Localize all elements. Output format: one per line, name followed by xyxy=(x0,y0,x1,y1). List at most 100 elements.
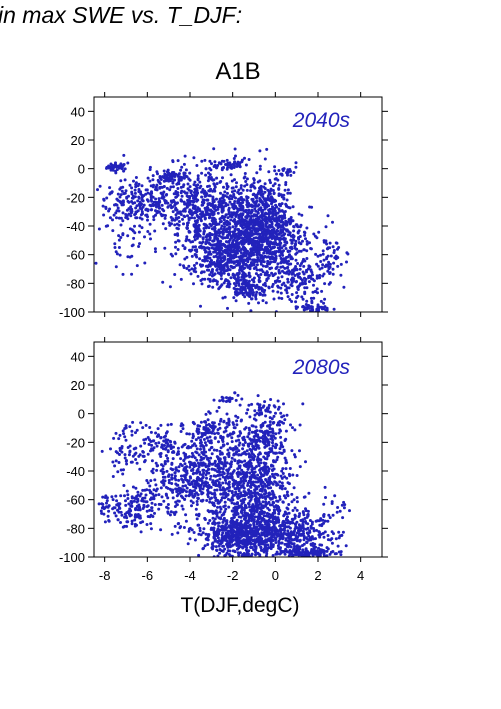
data-point xyxy=(256,192,260,196)
data-point xyxy=(205,259,209,263)
data-point xyxy=(240,397,244,401)
data-point xyxy=(168,188,172,192)
data-point xyxy=(270,285,274,289)
data-point xyxy=(225,487,229,490)
data-point xyxy=(111,218,114,222)
data-point xyxy=(266,454,270,458)
data-point xyxy=(268,192,272,196)
data-point xyxy=(221,444,225,448)
data-point xyxy=(271,189,275,192)
data-point xyxy=(259,255,263,259)
data-point xyxy=(302,248,306,252)
data-point xyxy=(225,184,229,188)
data-point xyxy=(182,451,186,455)
data-point xyxy=(120,513,124,517)
data-point xyxy=(321,249,325,253)
data-point xyxy=(230,179,234,183)
data-point xyxy=(189,272,193,276)
data-point xyxy=(223,255,227,258)
data-point xyxy=(207,226,211,230)
data-point xyxy=(275,243,279,247)
data-point xyxy=(227,221,231,225)
data-point xyxy=(175,217,179,221)
data-point xyxy=(226,476,230,480)
data-point xyxy=(247,495,251,499)
data-point xyxy=(204,450,208,454)
data-point xyxy=(158,186,162,189)
data-point xyxy=(153,247,157,251)
data-point xyxy=(257,247,260,251)
data-point xyxy=(159,486,163,490)
data-point xyxy=(255,283,259,287)
data-point xyxy=(262,260,266,264)
data-point xyxy=(239,186,243,190)
data-point xyxy=(324,264,328,268)
data-point xyxy=(181,244,185,248)
data-point xyxy=(144,192,148,196)
data-point xyxy=(204,235,208,239)
data-point xyxy=(124,216,128,219)
data-point xyxy=(279,411,283,415)
data-point xyxy=(185,486,189,490)
data-point xyxy=(210,496,213,500)
data-point xyxy=(266,255,270,259)
data-point xyxy=(116,192,120,196)
data-point xyxy=(113,203,116,207)
data-point xyxy=(275,222,279,226)
data-point xyxy=(126,161,130,165)
data-point xyxy=(113,511,117,515)
data-point xyxy=(173,505,177,508)
data-point xyxy=(257,301,260,305)
data-point xyxy=(305,249,309,253)
data-point xyxy=(202,270,206,274)
data-point xyxy=(129,205,133,209)
data-point xyxy=(204,167,208,171)
data-point xyxy=(162,499,166,503)
data-point xyxy=(159,528,163,532)
data-point xyxy=(216,474,220,477)
data-point xyxy=(133,191,137,195)
data-point xyxy=(166,503,170,506)
data-point xyxy=(127,453,131,457)
data-point xyxy=(248,492,251,496)
data-point xyxy=(215,484,219,488)
data-point xyxy=(140,217,144,221)
data-point xyxy=(336,256,340,260)
data-point xyxy=(181,484,185,488)
data-point xyxy=(114,431,118,435)
data-point xyxy=(159,423,163,427)
data-point xyxy=(192,268,196,272)
data-point xyxy=(290,293,294,296)
data-point xyxy=(280,234,284,238)
data-point xyxy=(218,217,222,221)
data-point xyxy=(219,227,223,230)
data-point xyxy=(204,240,208,244)
data-point xyxy=(252,185,256,189)
data-point xyxy=(168,285,172,289)
data-point xyxy=(141,212,144,216)
data-point xyxy=(145,523,149,526)
data-point xyxy=(196,215,200,219)
data-point xyxy=(185,490,188,494)
data-point xyxy=(219,191,222,195)
data-point xyxy=(273,207,277,210)
data-point xyxy=(162,190,166,194)
data-point xyxy=(174,245,177,249)
data-point xyxy=(213,160,217,164)
data-point xyxy=(192,199,196,203)
data-point xyxy=(259,262,263,266)
data-point xyxy=(135,428,139,432)
data-point xyxy=(289,219,293,223)
data-point xyxy=(152,218,156,222)
data-point xyxy=(217,287,221,291)
data-point xyxy=(142,454,146,458)
data-point xyxy=(311,273,314,277)
data-point xyxy=(291,205,295,209)
data-point xyxy=(206,185,209,188)
data-point xyxy=(237,443,241,447)
data-point xyxy=(273,182,277,186)
data-point xyxy=(296,287,300,291)
data-point xyxy=(262,214,266,218)
data-point xyxy=(236,484,240,488)
data-point xyxy=(254,500,258,504)
